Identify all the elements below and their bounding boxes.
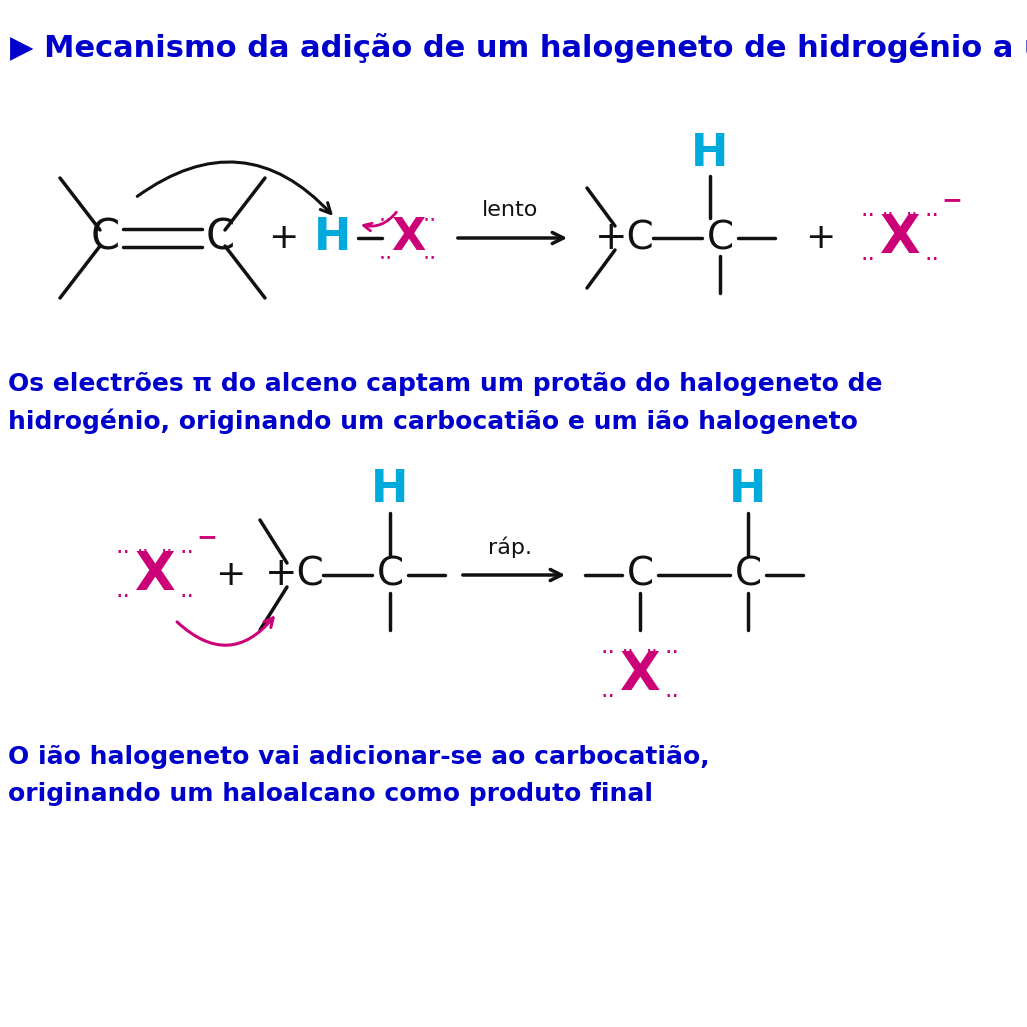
Text: ráp.: ráp.: [488, 536, 532, 558]
Text: O ião halogeneto vai adicionar-se ao carbocatião,: O ião halogeneto vai adicionar-se ao car…: [8, 745, 710, 769]
Text: X: X: [619, 649, 660, 701]
FancyArrowPatch shape: [364, 213, 396, 231]
Text: C: C: [734, 556, 762, 594]
Text: +: +: [268, 221, 298, 255]
Text: ⋅⋅: ⋅⋅: [137, 541, 149, 561]
Text: ⋅⋅: ⋅⋅: [379, 248, 393, 268]
Text: ⋅⋅: ⋅⋅: [423, 248, 438, 268]
Text: ⋅⋅: ⋅⋅: [601, 685, 615, 709]
Text: hidrogénio, originando um carbocatião e um ião halogeneto: hidrogénio, originando um carbocatião e …: [8, 408, 858, 433]
Text: ▶ Mecanismo da adição de um halogeneto de hidrogénio a um alce: ▶ Mecanismo da adição de um halogeneto d…: [10, 33, 1027, 64]
Text: H: H: [691, 131, 729, 175]
Text: +C: +C: [265, 556, 325, 594]
Text: ⋅⋅: ⋅⋅: [664, 685, 680, 709]
Text: ⋅⋅: ⋅⋅: [423, 210, 438, 230]
Text: −: −: [942, 188, 962, 212]
Text: ⋅⋅: ⋅⋅: [161, 541, 174, 561]
Text: ⋅⋅: ⋅⋅: [621, 642, 635, 660]
Text: ⋅⋅: ⋅⋅: [861, 204, 875, 228]
Text: H: H: [729, 468, 767, 511]
Text: X: X: [391, 217, 425, 260]
Text: H: H: [372, 468, 409, 511]
Text: X: X: [880, 212, 920, 264]
Text: ⋅⋅: ⋅⋅: [906, 204, 918, 224]
Text: ⋅⋅: ⋅⋅: [924, 248, 940, 272]
FancyArrowPatch shape: [177, 618, 273, 645]
Text: ⋅⋅: ⋅⋅: [115, 541, 130, 565]
Text: C: C: [626, 556, 653, 594]
Text: originando um haloalcano como produto final: originando um haloalcano como produto fi…: [8, 782, 653, 806]
Text: lento: lento: [482, 200, 538, 220]
Text: ⋅⋅: ⋅⋅: [601, 641, 615, 665]
Text: Os electrões π do alceno captam um protão do halogeneto de: Os electrões π do alceno captam um protã…: [8, 372, 882, 396]
Text: +C: +C: [595, 219, 655, 257]
Text: ⋅⋅: ⋅⋅: [180, 541, 194, 565]
Text: C: C: [377, 556, 404, 594]
Text: ⋅⋅: ⋅⋅: [664, 641, 680, 665]
Text: ⋅⋅: ⋅⋅: [924, 204, 940, 228]
FancyArrowPatch shape: [138, 162, 331, 214]
Text: ⋅⋅: ⋅⋅: [115, 585, 130, 609]
Text: C: C: [90, 217, 119, 259]
Text: ⋅⋅: ⋅⋅: [379, 210, 393, 230]
Text: ⋅⋅: ⋅⋅: [180, 585, 194, 609]
Text: −: −: [196, 525, 218, 549]
Text: ⋅⋅: ⋅⋅: [646, 642, 658, 660]
Text: ⋅⋅: ⋅⋅: [861, 248, 875, 272]
Text: C: C: [205, 217, 234, 259]
Text: +: +: [215, 558, 245, 592]
Text: C: C: [707, 219, 733, 257]
Text: H: H: [314, 217, 351, 260]
Text: X: X: [135, 549, 176, 601]
Text: +: +: [805, 221, 835, 255]
Text: ⋅⋅: ⋅⋅: [882, 204, 895, 224]
